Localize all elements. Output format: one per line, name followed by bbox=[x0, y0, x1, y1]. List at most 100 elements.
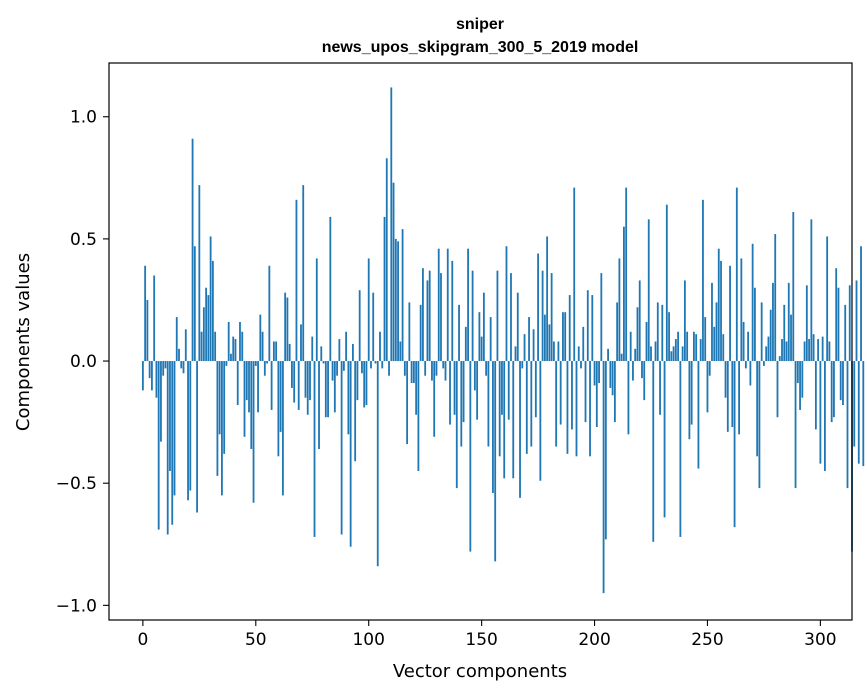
bar bbox=[476, 361, 479, 420]
bar bbox=[151, 361, 153, 391]
bar bbox=[507, 361, 510, 420]
bar bbox=[435, 361, 438, 376]
bar bbox=[383, 216, 386, 362]
bar bbox=[844, 304, 847, 362]
bar bbox=[189, 361, 192, 491]
x-tick-label: 200 bbox=[578, 630, 610, 650]
bar bbox=[568, 295, 571, 362]
bar bbox=[539, 361, 542, 481]
bar bbox=[372, 292, 375, 362]
bar bbox=[577, 346, 580, 362]
bar bbox=[173, 361, 176, 496]
bar bbox=[288, 343, 291, 362]
bar bbox=[650, 346, 652, 362]
bar bbox=[361, 361, 363, 374]
bar bbox=[772, 282, 774, 362]
bar bbox=[523, 334, 526, 362]
bar bbox=[329, 216, 332, 362]
bar bbox=[846, 361, 849, 489]
x-axis-label: Vector components bbox=[393, 661, 567, 682]
bar bbox=[530, 361, 533, 447]
bar bbox=[805, 285, 808, 362]
bar bbox=[306, 361, 309, 415]
bar bbox=[611, 361, 614, 396]
bar bbox=[726, 361, 729, 432]
bar bbox=[169, 361, 171, 471]
bar bbox=[857, 361, 860, 464]
bar bbox=[293, 361, 296, 403]
bar bbox=[548, 324, 551, 362]
bar bbox=[510, 273, 512, 362]
bar-series bbox=[141, 87, 865, 594]
bar bbox=[227, 321, 230, 362]
bar bbox=[855, 280, 858, 362]
bar bbox=[437, 248, 440, 362]
bar bbox=[327, 361, 329, 418]
bar bbox=[462, 361, 465, 423]
bar bbox=[322, 361, 325, 364]
bar bbox=[193, 246, 196, 362]
bar bbox=[580, 361, 582, 369]
bar bbox=[209, 236, 212, 362]
bar bbox=[586, 290, 589, 362]
bar bbox=[546, 236, 549, 362]
bar bbox=[715, 302, 718, 362]
bar bbox=[191, 138, 194, 362]
bar bbox=[478, 312, 481, 362]
bar bbox=[376, 361, 379, 567]
bar bbox=[263, 361, 266, 376]
bar bbox=[295, 199, 298, 362]
bar bbox=[302, 185, 305, 362]
bar bbox=[379, 331, 381, 362]
bar bbox=[860, 246, 862, 362]
bar bbox=[489, 317, 492, 362]
bar bbox=[352, 343, 354, 362]
bar bbox=[225, 361, 228, 366]
x-tick-label: 0 bbox=[137, 630, 148, 650]
bar bbox=[449, 361, 451, 425]
bar bbox=[311, 336, 314, 362]
y-tick-label: 0.5 bbox=[70, 230, 97, 250]
bar bbox=[656, 302, 659, 362]
bar bbox=[661, 304, 664, 362]
bar bbox=[571, 361, 573, 430]
bar bbox=[347, 361, 350, 435]
bar bbox=[412, 361, 415, 384]
bar bbox=[573, 187, 576, 362]
bar bbox=[320, 346, 323, 362]
bar bbox=[607, 348, 609, 362]
bar bbox=[234, 339, 237, 362]
bar bbox=[236, 361, 239, 406]
bar bbox=[564, 312, 567, 362]
bar bbox=[842, 361, 844, 406]
bar bbox=[641, 361, 643, 379]
bar bbox=[550, 273, 553, 362]
bar bbox=[198, 185, 201, 362]
bar bbox=[711, 282, 713, 362]
bar bbox=[634, 348, 637, 362]
bar bbox=[187, 361, 189, 501]
bar bbox=[799, 361, 801, 410]
bar bbox=[733, 361, 736, 528]
bar bbox=[340, 361, 343, 535]
bar bbox=[408, 302, 411, 362]
bar bbox=[453, 361, 456, 415]
plot-frame bbox=[108, 62, 853, 621]
bar bbox=[643, 361, 646, 401]
bar bbox=[419, 304, 422, 362]
bar bbox=[824, 361, 826, 471]
bar bbox=[300, 324, 302, 362]
bar bbox=[218, 361, 221, 435]
bar bbox=[358, 290, 361, 362]
bar bbox=[747, 331, 750, 362]
bar bbox=[729, 265, 731, 362]
bar bbox=[250, 361, 253, 449]
bar bbox=[469, 361, 472, 552]
bar bbox=[724, 361, 727, 398]
bar bbox=[496, 270, 499, 362]
bar bbox=[717, 248, 720, 362]
bar bbox=[543, 314, 546, 362]
bar bbox=[760, 302, 763, 362]
bar bbox=[166, 361, 169, 535]
bar bbox=[480, 336, 483, 362]
